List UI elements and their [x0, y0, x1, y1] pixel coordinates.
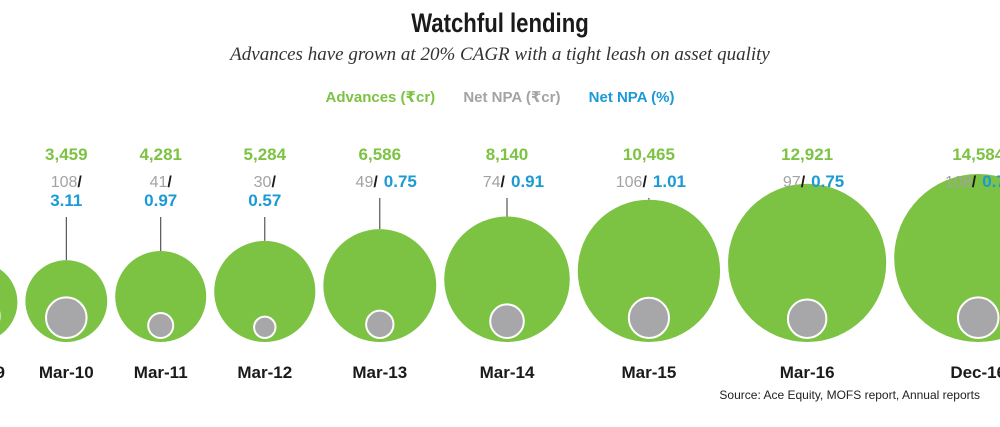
- net-npa-cr-value: 41: [150, 174, 168, 191]
- category-label: Mar-14: [480, 363, 535, 382]
- separator: /: [271, 174, 276, 191]
- chart-title: Watchful lending: [411, 8, 589, 38]
- net-npa-pct-label: 0.75: [384, 172, 417, 191]
- advances-bubble: [323, 229, 437, 342]
- net-npa-bubble: [253, 315, 277, 339]
- advances-value-label: 14,584: [952, 145, 1000, 164]
- separator: /: [801, 174, 806, 191]
- category-label: Mar-09: [0, 363, 5, 382]
- separator: /: [501, 174, 506, 191]
- net-npa-cr-value: 30: [254, 174, 272, 191]
- advances-bubble: [0, 269, 18, 336]
- advances-value-label: 8,140: [486, 145, 529, 164]
- net-npa-cr-label: 74/: [483, 174, 506, 191]
- advances-bubble: [444, 216, 570, 342]
- net-npa-bubble: [786, 298, 828, 340]
- net-npa-cr-label: 49/: [356, 174, 379, 191]
- net-npa-pct-label: 1.01: [653, 172, 686, 191]
- category-label: Mar-13: [352, 363, 407, 382]
- chart-subtitle: Advances have grown at 20% CAGR with a t…: [230, 44, 770, 65]
- net-npa-cr-value: 97: [783, 174, 801, 191]
- net-npa-bubble: [627, 296, 671, 339]
- net-npa-pct-label: 0.75: [811, 172, 844, 191]
- separator: /: [972, 174, 977, 191]
- advances-value-label: 12,921: [781, 145, 833, 164]
- legend-net-npa-pct: Net NPA (%): [588, 89, 675, 106]
- net-npa-pct-label: 0.91: [511, 172, 544, 191]
- net-npa-pct-label: 0.97: [144, 191, 177, 210]
- advances-bubble: [728, 183, 887, 342]
- net-npa-bubble: [365, 309, 395, 340]
- net-npa-cr-value: 108: [945, 174, 972, 191]
- net-npa-pct-label: 0.57: [248, 191, 281, 210]
- legend-advances: Advances (₹cr): [325, 89, 436, 106]
- advances-bubble: [214, 240, 316, 342]
- advances-bubble: [115, 250, 207, 342]
- separator: /: [167, 174, 172, 191]
- advances-bubble: [577, 199, 721, 342]
- advances-value-label: 10,465: [623, 145, 675, 164]
- net-npa-bubble: [956, 296, 1000, 340]
- separator: /: [77, 174, 82, 191]
- net-npa-pct-label: 3.11: [50, 191, 82, 210]
- net-npa-cr-label: 108/: [945, 174, 977, 191]
- category-label: Dec-16: [950, 363, 1000, 382]
- net-npa-bubble: [45, 296, 88, 340]
- category-label: Mar-11: [134, 363, 188, 382]
- net-npa-bubble: [489, 303, 525, 339]
- net-npa-cr-label: 30/: [254, 174, 277, 191]
- separator: /: [642, 174, 647, 191]
- net-npa-cr-value: 49: [356, 174, 374, 191]
- advances-value-label: 3,459: [45, 145, 88, 164]
- category-label: Mar-10: [39, 363, 94, 382]
- category-label: Mar-15: [622, 363, 677, 382]
- separator: /: [373, 174, 378, 191]
- net-npa-cr-label: 108/: [51, 174, 83, 191]
- category-label: Mar-12: [237, 363, 292, 382]
- legend-net-npa-cr: Net NPA (₹cr): [463, 89, 561, 106]
- legend: Advances (₹cr) Net NPA (₹cr) Net NPA (%): [0, 88, 1000, 106]
- net-npa-cr-label: 41/: [150, 174, 173, 191]
- net-npa-cr-value: 106: [616, 174, 643, 191]
- net-npa-bubble: [147, 311, 175, 339]
- net-npa-cr-label: 97/: [783, 174, 806, 191]
- net-npa-pct-label: 0.74: [982, 172, 1000, 191]
- category-label: Mar-16: [780, 363, 835, 382]
- advances-value-label: 4,281: [139, 145, 182, 164]
- net-npa-cr-value: 74: [483, 174, 501, 191]
- advances-value-label: 5,284: [244, 145, 287, 164]
- advances-value-label: 6,586: [359, 145, 402, 164]
- source-note: Source: Ace Equity, MOFS report, Annual …: [719, 388, 980, 402]
- net-npa-cr-label: 106/: [616, 174, 648, 191]
- net-npa-cr-value: 108: [51, 174, 78, 191]
